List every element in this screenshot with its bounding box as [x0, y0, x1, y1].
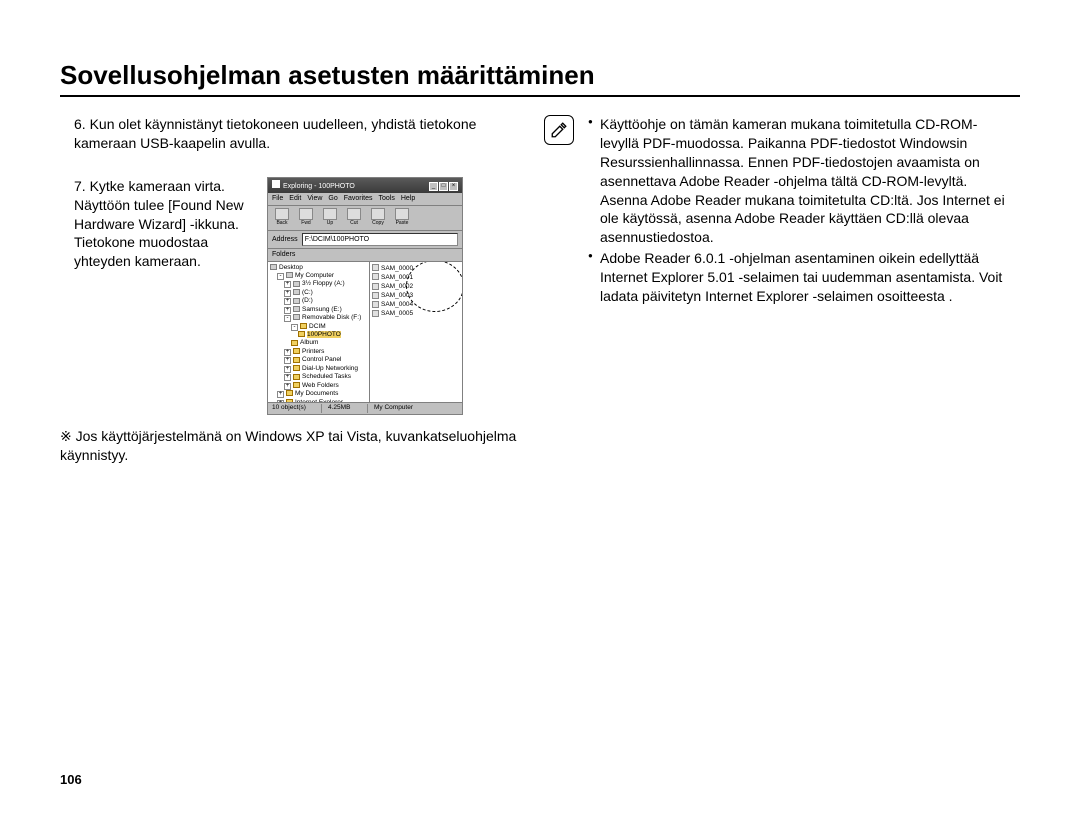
page-title: Sovellusohjelman asetusten määrittäminen	[60, 60, 1020, 97]
tree-item[interactable]: Desktop	[270, 264, 367, 272]
tool-paste[interactable]: Paste	[392, 208, 412, 228]
file-item[interactable]: SAM_0004	[372, 300, 460, 309]
tree-item[interactable]: +3½ Floppy (A:)	[270, 280, 367, 288]
tree-item[interactable]: Album	[270, 339, 367, 347]
left-column: 6. Kun olet käynnistänyt tietokoneen uud…	[60, 115, 520, 465]
explorer-toolbar[interactable]: BackFwdUpCutCopyPaste	[268, 206, 462, 231]
tool-fwd[interactable]: Fwd	[296, 208, 316, 228]
menu-help[interactable]: Help	[401, 194, 415, 203]
tree-item[interactable]: +Control Panel	[270, 356, 367, 364]
tree-item[interactable]: +Dial-Up Networking	[270, 365, 367, 373]
step-7-row: 7. Kytke kameraan virta. Näyttöön tulee …	[60, 177, 520, 415]
tree-item[interactable]: -Removable Disk (F:)	[270, 314, 367, 322]
explorer-window: Exploring - 100PHOTO _□× FileEditViewGoF…	[267, 177, 463, 415]
note-icon-col	[544, 115, 578, 465]
tree-item[interactable]: +Scheduled Tasks	[270, 373, 367, 381]
close-icon[interactable]: ×	[449, 182, 458, 191]
menu-edit[interactable]: Edit	[289, 194, 301, 203]
xp-vista-note: ※ Jos käyttöjärjestelmänä on Windows XP …	[60, 427, 520, 465]
tree-item[interactable]: +Web Folders	[270, 382, 367, 390]
folders-label: Folders	[268, 249, 462, 261]
note-icon	[544, 115, 574, 145]
explorer-title: Exploring - 100PHOTO	[272, 180, 355, 191]
status-segment: My Computer	[374, 404, 413, 413]
minimize-icon[interactable]: _	[429, 182, 438, 191]
page-number: 106	[60, 772, 82, 787]
menu-tools[interactable]: Tools	[379, 194, 395, 203]
tool-up[interactable]: Up	[320, 208, 340, 228]
content-row: 6. Kun olet käynnistänyt tietokoneen uud…	[60, 115, 1020, 465]
file-item[interactable]: SAM_0001	[372, 273, 460, 282]
step-7-text: 7. Kytke kameraan virta. Näyttöön tulee …	[60, 177, 255, 415]
menu-favorites[interactable]: Favorites	[344, 194, 373, 203]
step-6-text: 6. Kun olet käynnistänyt tietokoneen uud…	[60, 115, 520, 153]
menu-file[interactable]: File	[272, 194, 283, 203]
file-item[interactable]: SAM_0002	[372, 282, 460, 291]
window-buttons[interactable]: _□×	[428, 181, 458, 191]
tree-item[interactable]: -DCIM	[270, 323, 367, 331]
tree-item[interactable]: +(C:)	[270, 289, 367, 297]
explorer-menubar[interactable]: File Edit View Go Favorites Tools Help	[268, 193, 462, 205]
address-input[interactable]: F:\DCIM\100PHOTO	[302, 233, 458, 246]
bullet-adobe-reader: Adobe Reader 6.0.1 -ohjelman asentaminen…	[588, 249, 1014, 306]
folder-tree[interactable]: Desktop-My Computer+3½ Floppy (A:)+(C:)+…	[268, 262, 370, 402]
right-column: Käyttöohje on tämän kameran mukana toimi…	[544, 115, 1014, 465]
explorer-titlebar: Exploring - 100PHOTO _□×	[268, 178, 462, 193]
maximize-icon[interactable]: □	[439, 182, 448, 191]
file-item[interactable]: SAM_0005	[372, 309, 460, 318]
explorer-panes: Desktop-My Computer+3½ Floppy (A:)+(C:)+…	[268, 262, 462, 402]
explorer-statusbar: 10 object(s) 4.25MB My Computer	[268, 402, 462, 414]
tool-copy[interactable]: Copy	[368, 208, 388, 228]
tool-back[interactable]: Back	[272, 208, 292, 228]
tree-item[interactable]: +My Documents	[270, 390, 367, 398]
bullet-manual-pdf: Käyttöohje on tämän kameran mukana toimi…	[588, 115, 1014, 247]
address-label: Address	[272, 235, 298, 244]
menu-view[interactable]: View	[307, 194, 322, 203]
file-item[interactable]: SAM_0003	[372, 291, 460, 300]
status-segment: 10 object(s)	[272, 404, 322, 413]
file-list[interactable]: SAM_0000SAM_0001SAM_0002SAM_0003SAM_0004…	[370, 262, 462, 402]
file-item[interactable]: SAM_0000	[372, 264, 460, 273]
explorer-addressbar: Address F:\DCIM\100PHOTO	[268, 231, 462, 249]
tree-item[interactable]: +Printers	[270, 348, 367, 356]
tool-cut[interactable]: Cut	[344, 208, 364, 228]
tree-item[interactable]: 100PHOTO	[270, 331, 367, 339]
tree-item[interactable]: +(D:)	[270, 297, 367, 305]
status-segment: 4.25MB	[328, 404, 368, 413]
info-bullet-list: Käyttöohje on tämän kameran mukana toimi…	[588, 115, 1014, 465]
menu-go[interactable]: Go	[328, 194, 337, 203]
pencil-icon	[550, 121, 568, 139]
tree-item[interactable]: +Samsung (E:)	[270, 306, 367, 314]
explorer-title-icon	[272, 180, 280, 188]
